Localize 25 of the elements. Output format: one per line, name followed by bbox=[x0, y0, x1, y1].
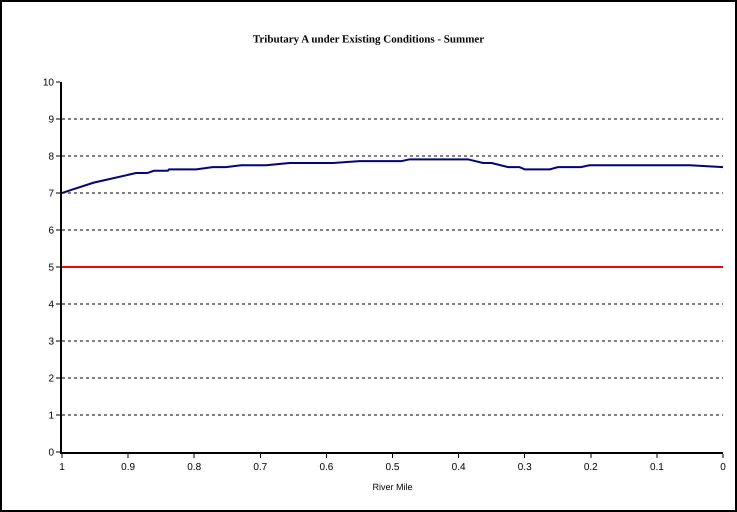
y-tick-label: 7 bbox=[48, 188, 54, 200]
x-tick-label: 0.8 bbox=[187, 462, 202, 473]
y-tick-label: 9 bbox=[48, 114, 54, 126]
x-tick-label: 0.6 bbox=[319, 462, 334, 473]
x-tick-label: 0.2 bbox=[584, 462, 598, 473]
y-tick-label: 3 bbox=[48, 336, 54, 348]
x-tick-label: 0.5 bbox=[386, 462, 400, 473]
y-tick-label: 2 bbox=[48, 374, 54, 384]
y-tick-label: 10 bbox=[42, 78, 54, 88]
x-tick-label: 0.3 bbox=[518, 462, 532, 473]
y-tick-label: 5 bbox=[48, 262, 54, 274]
chart-title: Tributary A under Existing Conditions - Summer bbox=[252, 34, 484, 46]
y-tick-label: 6 bbox=[48, 226, 54, 236]
x-tick-label: 0 bbox=[720, 462, 726, 473]
y-tick-label: 1 bbox=[48, 410, 54, 422]
x-tick-label: 1 bbox=[59, 462, 66, 473]
line-series bbox=[62, 158, 723, 194]
x-tick-label: 0.4 bbox=[452, 462, 466, 473]
y-tick-label: 4 bbox=[48, 300, 54, 310]
y-tick-label: 8 bbox=[48, 152, 54, 162]
x-axis-title: River Mile bbox=[372, 482, 413, 492]
x-tick-label: 0.1 bbox=[650, 462, 664, 473]
x-tick-label: 0.9 bbox=[121, 462, 136, 473]
x-tick-label: 0.7 bbox=[253, 462, 268, 473]
y-tick-label: 0 bbox=[48, 448, 54, 458]
